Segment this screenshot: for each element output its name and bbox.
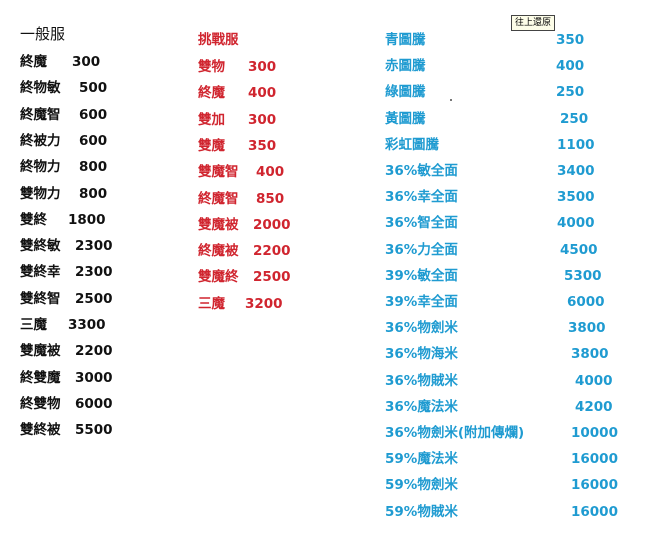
challenge-item-price: 2000: [253, 216, 291, 233]
totem-item-price: 4200: [575, 398, 613, 415]
totem-item-name: 36%物劍米: [385, 320, 458, 337]
general-item-price: 3300: [68, 317, 106, 333]
general-item-price: 2200: [75, 343, 113, 360]
totem-item-name: 39%敏全面: [385, 267, 458, 284]
totem-item-price: 4000: [575, 372, 613, 389]
general-item-name: 終被力: [20, 132, 61, 149]
general-item-name: 雙終敏: [20, 238, 61, 255]
challenge-item-name: 終魔智: [198, 190, 239, 207]
challenge-item-name: 終魔: [198, 85, 225, 102]
stray-dot: [450, 99, 452, 101]
general-item-price: 800: [79, 185, 108, 202]
totem-item-name: 59%物劍米: [385, 477, 458, 494]
totem-item-price: 3400: [557, 163, 595, 179]
totem-item-price: 4500: [560, 241, 598, 258]
challenge-item-price: 2500: [253, 269, 291, 286]
challenge-item-price: 300: [248, 59, 277, 75]
totem-item-price: 250: [556, 84, 585, 101]
totem-item-name: 36%魔法米: [385, 398, 458, 415]
totem-item-price: 250: [560, 110, 589, 127]
totem-item-name: 36%智全面: [385, 215, 458, 232]
totem-item-price: 3800: [571, 346, 609, 363]
totem-item-price: 4000: [557, 215, 595, 232]
general-item-name: 雙終: [20, 211, 47, 228]
totem-item-name: 39%幸全面: [385, 294, 458, 310]
general-item-price: 500: [79, 80, 108, 97]
general-item-price: 2500: [75, 290, 113, 307]
general-item-name: 雙魔被: [20, 343, 61, 360]
challenge-item-price: 350: [248, 137, 277, 154]
general-item-name: 終魔智: [20, 106, 61, 123]
general-item-name: 終魔: [20, 54, 47, 70]
challenge-item-name: 雙加: [198, 111, 225, 128]
general-item-name: 雙終被: [20, 422, 61, 439]
general-item-price: 1800: [68, 211, 106, 228]
totem-item-name: 36%力全面: [385, 241, 458, 258]
challenge-item-name: 雙魔智: [198, 164, 239, 181]
general-item-name: 終雙魔: [20, 369, 61, 386]
general-item-name: 終物力: [20, 159, 61, 176]
totem-item-price: 6000: [567, 294, 605, 310]
totem-item-name: 黃圖騰: [385, 110, 426, 127]
challenge-item-name: 雙物: [198, 59, 225, 75]
totem-item-name: 36%敏全面: [385, 163, 458, 179]
general-item-name: 終雙物: [20, 395, 61, 412]
challenge-item-price: 400: [256, 164, 285, 181]
challenge-item-name: 終魔被: [198, 243, 239, 260]
general-item-name: 三魔: [20, 317, 47, 333]
totem-item-name: 59%物賊米: [385, 503, 458, 520]
challenge-item-name: 雙魔被: [198, 216, 239, 233]
challenge-server-title: 挑戰服: [198, 32, 239, 48]
totem-item-name: 36%物劍米(附加傳爛): [385, 425, 525, 441]
challenge-item-price: 300: [248, 111, 277, 128]
totem-item-name: 36%物海米: [385, 346, 458, 363]
challenge-item-name: 三魔: [198, 295, 225, 312]
general-item-name: 雙物力: [20, 185, 61, 202]
totem-item-price: 5300: [564, 267, 602, 284]
totem-item-price: 350: [556, 32, 585, 48]
general-item-price: 800: [79, 159, 108, 176]
totem-item-name: 赤圖騰: [385, 58, 426, 75]
totem-item-name: 綠圖騰: [385, 84, 426, 101]
restore-button[interactable]: 往上還原: [511, 15, 555, 31]
totem-item-price: 16000: [571, 503, 618, 520]
totem-item-name: 59%魔法米: [385, 451, 458, 468]
totem-item-price: 3800: [568, 320, 606, 337]
totem-item-price: 1100: [557, 136, 595, 153]
totem-item-name: 36%幸全面: [385, 189, 458, 206]
general-item-price: 2300: [75, 238, 113, 255]
general-item-price: 600: [79, 106, 108, 123]
general-item-name: 雙終智: [20, 290, 61, 307]
totem-item-name: 青圖騰: [385, 32, 426, 48]
totem-item-price: 16000: [571, 451, 618, 468]
challenge-item-price: 3200: [245, 295, 283, 312]
totem-item-price: 400: [556, 58, 585, 75]
general-item-price: 2300: [75, 264, 113, 281]
general-item-price: 5500: [75, 422, 113, 439]
general-item-name: 雙終幸: [20, 264, 61, 281]
challenge-item-name: 雙魔終: [198, 269, 239, 286]
totem-item-name: 36%物賊米: [385, 372, 458, 389]
totem-item-price: 10000: [571, 425, 618, 441]
challenge-item-price: 850: [256, 190, 285, 207]
challenge-item-price: 400: [248, 85, 277, 102]
totem-item-name: 彩虹圖騰: [385, 136, 439, 153]
general-item-price: 3000: [75, 369, 113, 386]
general-server-title: 一般服: [20, 25, 66, 43]
totem-item-price: 16000: [571, 477, 618, 494]
challenge-item-price: 2200: [253, 243, 291, 260]
general-item-price: 300: [72, 54, 101, 70]
general-item-price: 6000: [75, 395, 113, 412]
general-item-price: 600: [79, 132, 108, 149]
challenge-item-name: 雙魔: [198, 137, 225, 154]
general-item-name: 終物敏: [20, 80, 61, 97]
totem-item-price: 3500: [557, 189, 595, 206]
